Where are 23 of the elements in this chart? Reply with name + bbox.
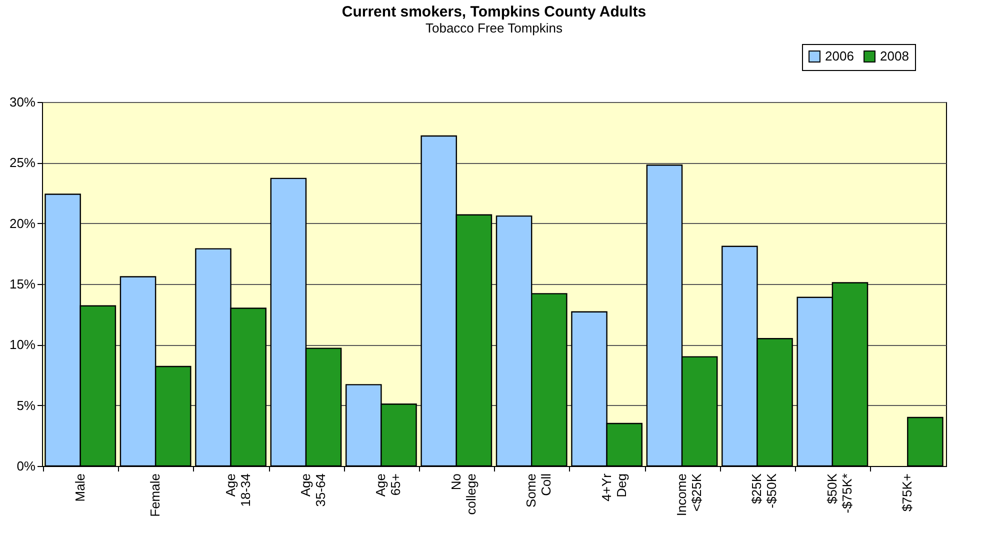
y-tick-label: 5%	[16, 398, 36, 413]
y-tick-label: 10%	[9, 337, 36, 352]
y-tick-label: 20%	[9, 216, 36, 231]
x-tick-label: $75K+	[900, 474, 915, 512]
chart-subtitle: Tobacco Free Tompkins	[425, 20, 564, 36]
x-tick-label: Age 35-64	[298, 474, 328, 507]
legend-label: 2008	[880, 48, 909, 64]
y-tick-label: 15%	[9, 276, 36, 292]
x-tick-label: Income <$25K	[674, 473, 704, 516]
y-tick-label: 30%	[9, 94, 36, 110]
x-tick-label: Age 18-34	[222, 474, 253, 507]
x-tick-label: Female	[148, 474, 163, 517]
y-tick-label: 25%	[9, 155, 36, 170]
x-tick-label: Male	[72, 474, 88, 502]
x-tick-label: $50K -$75K*	[824, 473, 854, 514]
chart-title: Current smokers, Tompkins County Adults	[342, 4, 646, 20]
x-tick-label: Age 65+	[373, 474, 404, 497]
x-tick-label: Some Coll	[524, 473, 554, 508]
legend-label: 2006	[825, 48, 854, 64]
y-tick-label: 0%	[16, 458, 36, 474]
x-tick-label: 4+Yr Deg	[598, 472, 629, 502]
x-tick-label: No college	[448, 474, 478, 515]
x-tick-label: $25K -$50K	[749, 473, 780, 508]
